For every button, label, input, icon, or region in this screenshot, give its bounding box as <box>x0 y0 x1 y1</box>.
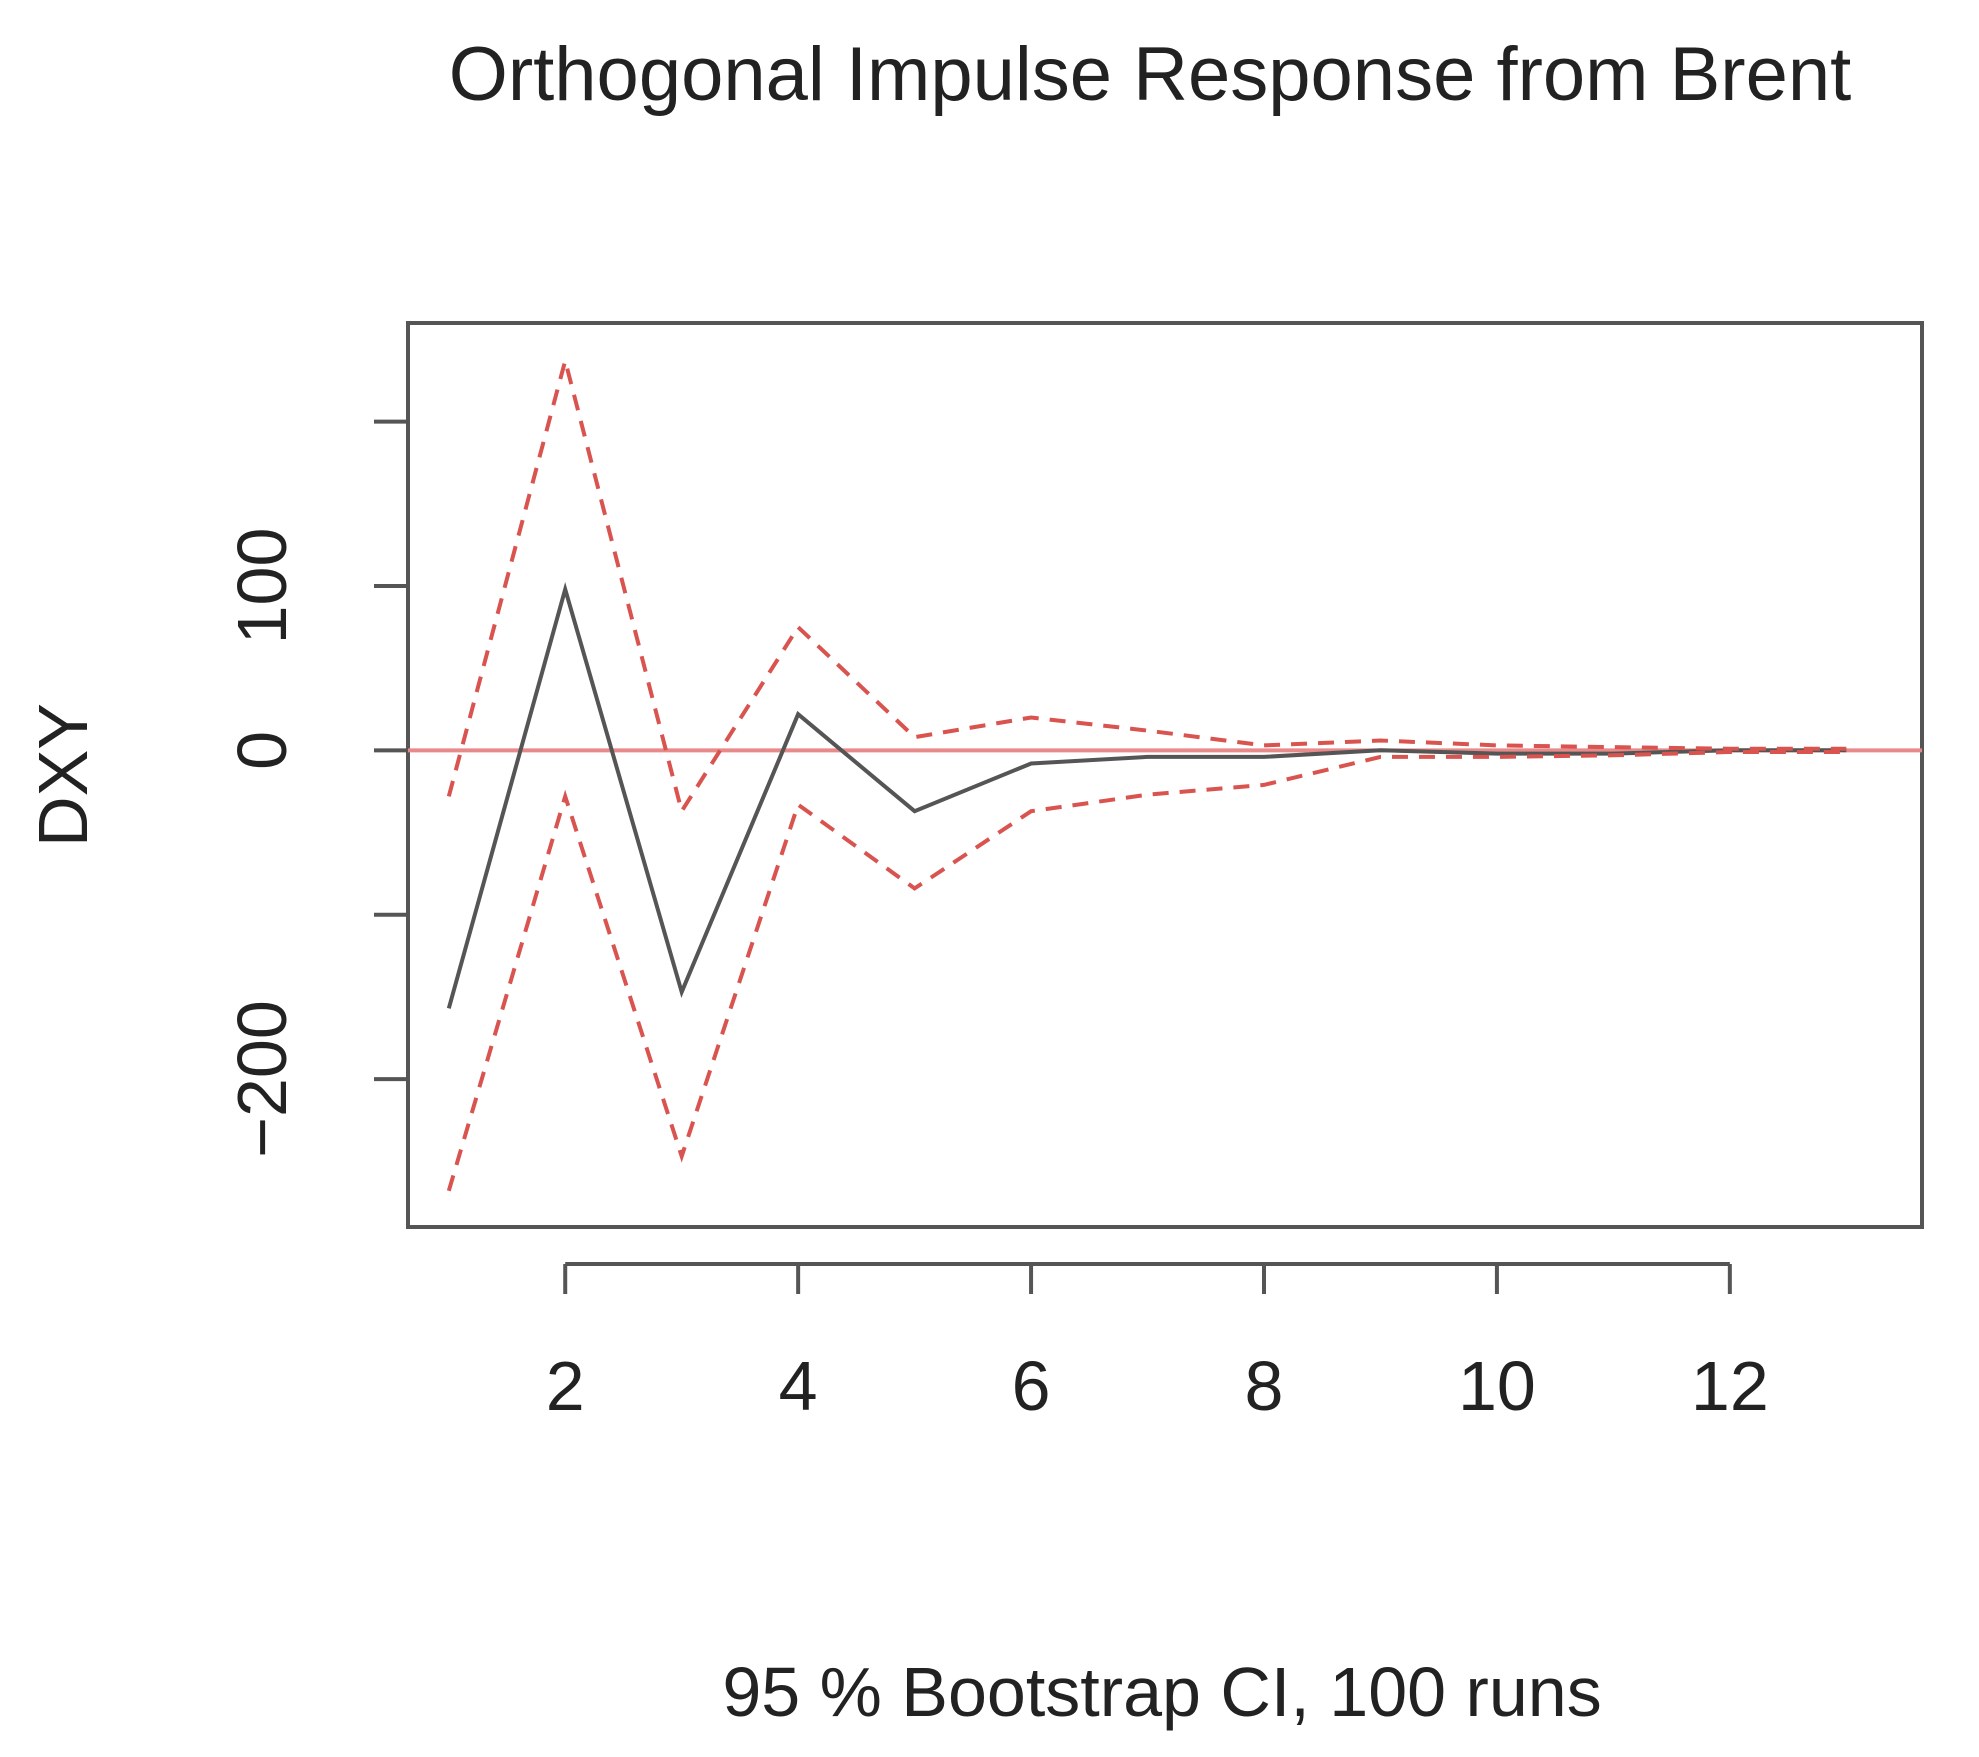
plot-lines <box>408 352 1922 1192</box>
x-tick-label: 8 <box>1245 1347 1284 1425</box>
series-response <box>446 581 1847 1009</box>
x-tick-label: 4 <box>779 1347 818 1425</box>
chart-title: Orthogonal Impulse Response from Brent <box>449 32 1851 117</box>
series-lower-ci <box>446 750 1847 1192</box>
y-tick-label: −200 <box>223 1000 301 1158</box>
x-tick-label: 2 <box>546 1347 585 1425</box>
y-axis: −200 0 100 <box>223 419 410 1158</box>
plot-frame <box>406 321 1924 1229</box>
series-upper-ci <box>446 352 1847 817</box>
x-axis: 2 4 6 8 10 12 <box>546 1262 1769 1425</box>
x-tick-label: 12 <box>1691 1347 1769 1425</box>
y-tick-label: 100 <box>223 528 301 645</box>
x-axis-label: 95 % Bootstrap CI, 100 runs <box>722 1653 1601 1731</box>
x-tick-label: 10 <box>1458 1347 1536 1425</box>
y-axis-label: DXY <box>24 703 102 847</box>
y-tick-label: 0 <box>223 731 301 770</box>
x-tick-label: 6 <box>1012 1347 1051 1425</box>
